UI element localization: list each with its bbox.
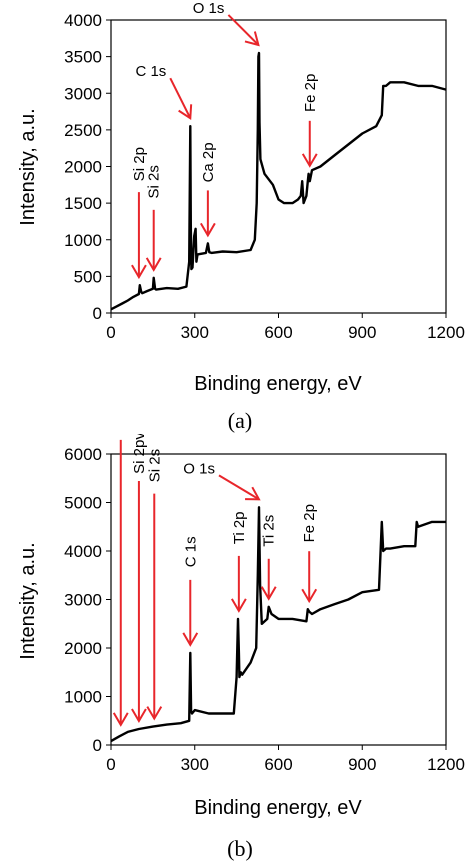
peak-label: Ca 2p — [200, 142, 217, 182]
annotation-arrow-head — [200, 222, 216, 238]
y-tick-label: 1500 — [64, 194, 102, 213]
y-tick-label: 3000 — [64, 591, 102, 610]
x-tick-label: 600 — [264, 323, 292, 342]
annotation-arrow-head — [301, 153, 318, 168]
y-tick-label: 5000 — [64, 494, 102, 513]
y-tick-label: 4000 — [64, 542, 102, 561]
plot-frame — [110, 453, 447, 746]
y-tick-label: 1000 — [64, 231, 102, 250]
y-tick-label: 6000 — [64, 445, 102, 464]
annotation-arrow-head — [131, 708, 147, 723]
plot-area: 0 1000 2000 3000 4000 5000 6000 0 300 600 900 1200 T… — [64, 434, 465, 774]
annotation-arrow — [227, 14, 260, 46]
x-tick-label: 300 — [181, 755, 209, 774]
y-tick-label: 500 — [74, 267, 102, 286]
annotation-arrow-head — [131, 264, 147, 280]
y-tick-label: 0 — [93, 736, 102, 755]
panel-caption: (a) — [228, 408, 252, 433]
y-tick-label: 4000 — [64, 11, 102, 30]
annotation-arrow — [169, 77, 192, 119]
annotation-arrow-head — [182, 632, 199, 647]
y-tick-label: 3000 — [64, 84, 102, 103]
annotation-arrow — [218, 474, 260, 501]
annotation-arrow-head — [145, 257, 162, 272]
annotation-arrow-head — [112, 712, 129, 727]
peak-label: O 1s — [183, 460, 215, 477]
x-tick-label: 600 — [264, 755, 292, 774]
plot-area: 0 500 1000 1500 2000 2500 3000 3500 4000 0 300 600 9… — [64, 0, 465, 342]
peak-label: O 1s — [193, 0, 225, 17]
peak-label: C 1s — [182, 536, 199, 567]
x-tick-label: 1200 — [427, 323, 465, 342]
peak-label: Ti 2s — [261, 515, 278, 547]
annotation-arrow-head — [260, 586, 277, 601]
x-axis-label: Binding energy, eV — [194, 373, 362, 395]
spectrum-line — [110, 51, 447, 311]
x-tick-label: 900 — [348, 755, 376, 774]
x-tick-label: 0 — [106, 755, 115, 774]
annotation-arrow-head — [244, 31, 260, 47]
y-tick-label: 2000 — [64, 158, 102, 177]
peak-label: Si 2s — [146, 449, 163, 482]
x-tick-label: 0 — [106, 323, 115, 342]
xps-spectrum-chart-a: 0 500 1000 1500 2000 2500 3000 3500 4000 0 300 600 9… — [17, 0, 465, 433]
peak-label: Si 2p — [131, 147, 148, 181]
x-tick-label: 1200 — [427, 755, 465, 774]
y-tick-label: 0 — [93, 304, 102, 323]
spectrum-line — [110, 506, 446, 743]
peak-label: Fe 2p — [302, 74, 319, 112]
peak-label: Si 2pv — [131, 434, 148, 474]
peak-label: Si 2s — [146, 165, 163, 198]
xps-spectrum-chart-b: 0 1000 2000 3000 4000 5000 6000 0 300 600 900 1200 T… — [17, 434, 465, 861]
x-tick-label: 900 — [348, 323, 376, 342]
x-tick-label: 300 — [181, 323, 209, 342]
annotation-arrow-head — [230, 598, 247, 613]
annotation-arrow-head — [301, 588, 318, 604]
y-tick-label: 2000 — [64, 639, 102, 658]
peak-label: Fe 2p — [301, 504, 318, 542]
y-tick-label: 3500 — [64, 48, 102, 67]
peak-label: Ti 2p — [231, 512, 248, 545]
peak-label: C 1s — [135, 63, 166, 80]
y-tick-label: 1000 — [64, 688, 102, 707]
y-axis-label: Intensity, a.u. — [17, 108, 39, 225]
y-tick-label: 2500 — [64, 121, 102, 140]
y-axis-label: Intensity, a.u. — [17, 542, 39, 659]
x-axis-label: Binding energy, eV — [194, 797, 362, 819]
panel-caption: (b) — [227, 836, 253, 861]
annotation-arrow-head — [245, 486, 261, 501]
annotation-arrow-head — [146, 706, 163, 721]
annotation-arrow-head — [178, 104, 193, 120]
